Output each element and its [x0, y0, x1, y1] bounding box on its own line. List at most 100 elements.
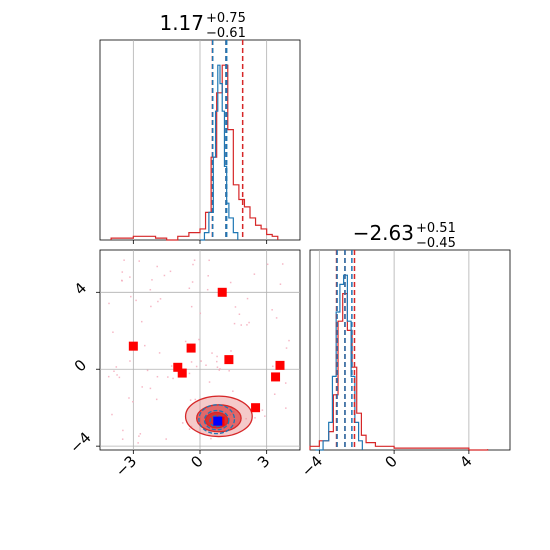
- scatter-point: [140, 320, 143, 323]
- scatter-point: [261, 409, 264, 411]
- x-tick-label: −4: [298, 452, 326, 480]
- scatter-point: [184, 340, 187, 343]
- scatter-point: [208, 259, 210, 262]
- scatter-point: [122, 429, 124, 432]
- scatter-point: [191, 281, 194, 283]
- scatter-point: [207, 275, 209, 277]
- scatter-point: [149, 387, 152, 390]
- scatter-point: [151, 279, 153, 281]
- scatter-point: [279, 283, 282, 285]
- joint-markers: [128, 287, 285, 426]
- scatter-point: [246, 297, 249, 300]
- scatter-point: [218, 369, 221, 371]
- scatter-point: [281, 263, 284, 265]
- x-tick-label: 4: [456, 452, 475, 471]
- scatter-point: [113, 370, 115, 372]
- joint-y-ticks: −4 0 4: [66, 279, 100, 457]
- y-tick-label: −4: [66, 428, 94, 456]
- scatter-point: [111, 413, 113, 416]
- scatter-point: [228, 370, 230, 372]
- scatter-point: [195, 365, 198, 368]
- scatter-point: [193, 259, 196, 261]
- scatter-point: [188, 287, 191, 290]
- joint-x-ticks: −3 0 3: [112, 450, 273, 480]
- scatter-point: [146, 369, 149, 372]
- panel-bottom-left: −3 0 3 −4 0 4: [66, 249, 301, 480]
- scatter-point: [254, 417, 256, 419]
- scatter-point: [129, 276, 131, 278]
- scatter-point: [157, 300, 159, 303]
- panel-top-left: 1.17 +0.75 −0.61: [99, 11, 301, 244]
- scatter-point: [253, 273, 256, 275]
- scatter-point: [189, 399, 192, 401]
- panel-2-ticks: −4 0 4: [298, 450, 476, 480]
- x-tick-label: 0: [187, 452, 206, 471]
- hist-param-2-red: [309, 293, 489, 451]
- scatter-point: [129, 360, 131, 362]
- scatter-point: [211, 352, 213, 354]
- scatter-point: [240, 324, 242, 326]
- title-param-2-minus: −0.45: [416, 236, 456, 251]
- scatter-point: [112, 331, 114, 333]
- joint-contours: [184, 395, 253, 438]
- hist-param-1-red: [110, 64, 279, 241]
- scatter-point: [135, 299, 137, 302]
- scatter-point: [272, 365, 274, 368]
- scatter-point: [108, 302, 110, 305]
- scatter-point: [219, 368, 221, 370]
- x-tick-label: 0: [381, 452, 400, 471]
- hist-param-2-blue: [315, 274, 363, 451]
- panel-2-grid: [318, 250, 470, 450]
- y-tick-label: 4: [71, 279, 90, 298]
- title-param-1-median: 1.17: [159, 11, 204, 35]
- scatter-point: [199, 312, 202, 315]
- scatter-point: [285, 347, 288, 349]
- scatter-point: [233, 322, 236, 325]
- scatter-point: [158, 352, 161, 354]
- marker-red-square: [173, 362, 183, 372]
- scatter-point: [190, 425, 193, 428]
- marker-red-square: [271, 372, 281, 382]
- marker-red-square: [128, 341, 138, 351]
- title-param-2-plus: +0.51: [416, 221, 456, 236]
- scatter-point: [188, 372, 191, 375]
- scatter-point: [245, 417, 247, 420]
- scatter-point: [169, 270, 172, 273]
- x-tick-label: 3: [254, 452, 273, 471]
- scatter-point: [118, 376, 121, 379]
- scatter-point: [273, 393, 276, 395]
- scatter-point: [121, 271, 124, 273]
- scatter-point: [150, 305, 152, 308]
- scatter-point: [156, 265, 158, 268]
- scatter-point: [266, 263, 269, 266]
- scatter-point: [138, 260, 140, 262]
- scatter-point: [123, 259, 125, 261]
- title-param-1-plus: +0.75: [206, 11, 246, 26]
- scatter-point: [156, 375, 159, 378]
- contour-blue: [198, 404, 236, 435]
- scatter-point: [208, 381, 211, 383]
- scatter-point: [116, 374, 118, 376]
- scatter-point: [238, 313, 241, 315]
- scatter-point: [181, 422, 184, 424]
- scatter-point: [234, 306, 237, 308]
- scatter-point: [285, 407, 287, 409]
- scatter-point: [128, 397, 130, 399]
- scatter-point: [172, 377, 174, 380]
- scatter-point: [194, 398, 197, 401]
- scatter-point: [205, 364, 207, 366]
- scatter-point: [130, 295, 132, 298]
- marker-red-square: [177, 368, 187, 378]
- scatter-point: [232, 390, 234, 392]
- contour-blue: [203, 409, 230, 431]
- joint-scatter: [107, 259, 290, 444]
- panel-1-grid: [132, 40, 268, 240]
- scatter-point: [188, 428, 191, 430]
- scatter-point: [216, 360, 218, 363]
- scatter-point: [107, 375, 110, 378]
- scatter-point: [271, 309, 273, 311]
- marker-red-square: [251, 403, 261, 413]
- scatter-point: [206, 288, 209, 291]
- marker-blue-square: [213, 416, 223, 426]
- marker-red-square: [224, 355, 234, 365]
